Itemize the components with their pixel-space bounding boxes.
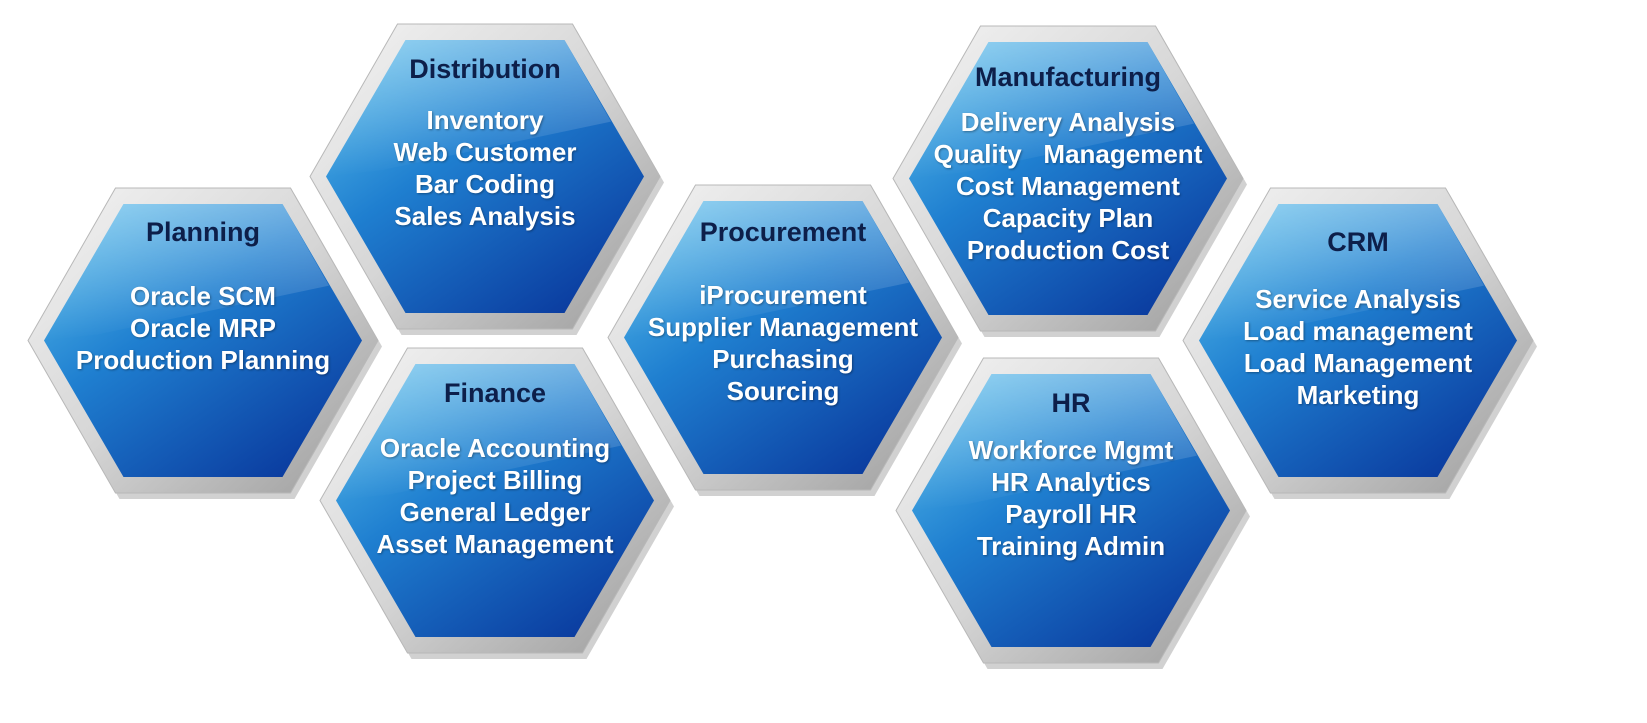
hexagon-shape	[27, 187, 382, 499]
hexagon-item-list: Oracle SCM Oracle MRP Production Planning	[28, 280, 378, 376]
hexagon-title-planning: Planning	[146, 216, 260, 247]
hexagon-item-list: Oracle Accounting Project Billing General …	[320, 432, 670, 560]
hexagon-item: Marketing	[1296, 379, 1420, 410]
hexagon-item: Production Cost	[966, 234, 1170, 265]
hexagon-title-procurement: Procurement	[699, 216, 867, 247]
hexagon-item: Sourcing	[726, 375, 840, 406]
hexagon-text: Procurement iProcurement Supplier Manageme…	[608, 185, 958, 490]
hexagon-item: Purchasing	[712, 343, 854, 374]
hexagon-item: Oracle Accounting	[379, 432, 611, 463]
hexagon-item: Production Planning	[75, 344, 331, 375]
hexagon-shape	[892, 25, 1247, 337]
hexagon-item: Oracle MRP	[130, 312, 276, 343]
hexagon-item: iProcurement	[699, 279, 867, 310]
hexagon-item: Load Management	[1243, 347, 1473, 378]
hexagon-item: Cost Management	[956, 170, 1180, 201]
hexagon-gloss	[909, 41, 1194, 178]
hexagon-item: Payroll HR	[1005, 498, 1137, 529]
hexagon-item-list: Delivery Analysis Quality Management Cost …	[893, 106, 1243, 266]
hexagon-title-distribution: Distribution	[409, 53, 561, 84]
hexagon-manufacturing: Manufacturing Delivery Analysis Quality Ma…	[892, 25, 1247, 337]
hexagon-item-list: Workforce Mgmt HR Analytics Payroll HR Trai…	[896, 434, 1246, 562]
hexagon-item-list: iProcurement Supplier Management Purchasin…	[608, 279, 958, 407]
hexagon-item: Capacity Plan	[982, 202, 1154, 233]
hexagon-title-finance: Finance	[443, 377, 547, 408]
hexagon-item: Supplier Management	[647, 311, 919, 342]
hexagon-text: Finance Oracle Accounting Project Billing G…	[320, 348, 670, 653]
hexagon-item: Sales Analysis	[394, 200, 576, 231]
hexagon-item: Asset Management	[376, 528, 614, 559]
hexagon-distribution: Distribution Inventory Web Customer Bar Cod…	[309, 23, 664, 335]
hexagon-gloss	[44, 203, 329, 340]
hexagon-gloss	[624, 200, 909, 337]
hexagon-shape	[319, 347, 674, 659]
hexagon-item-list: Service Analysis Load management Load Mana…	[1183, 283, 1533, 411]
hexagon-item: Delivery Analysis	[960, 106, 1176, 137]
hexagon-item: Web Customer	[393, 136, 577, 167]
hexagon-item: Quality Management	[933, 138, 1203, 169]
hexagon-item: Load management	[1243, 315, 1473, 346]
hexagon-finance: Finance Oracle Accounting Project Billing G…	[319, 347, 674, 659]
hexagon-title-hr: HR	[1051, 387, 1091, 418]
hexagon-shape	[1182, 187, 1537, 499]
hexagon-item: Project Billing	[407, 464, 583, 495]
hexagon-text: CRM Service Analysis Load management Load M…	[1183, 188, 1533, 493]
hexagon-item: Inventory	[426, 104, 544, 135]
hexagon-item: Service Analysis	[1255, 283, 1461, 314]
hexagon-item: Training Admin	[976, 530, 1166, 561]
hexagon-text: Manufacturing Delivery Analysis Quality Ma…	[893, 26, 1243, 331]
hexagon-item-list: Inventory Web Customer Bar Coding Sales Ana…	[310, 104, 660, 232]
hexagon-text: Planning Oracle SCM Oracle MRP Production P…	[28, 188, 378, 493]
hexagon-title-crm: CRM	[1327, 226, 1389, 257]
hexagon-gloss	[336, 363, 621, 500]
hexagon-title-manufacturing: Manufacturing	[975, 61, 1161, 92]
hexagon-item: Oracle SCM	[130, 280, 276, 311]
hexagon-item: HR Analytics	[991, 466, 1151, 497]
hexagon-procurement: Procurement iProcurement Supplier Manageme…	[607, 184, 962, 496]
hexagon-hr: HR Workforce Mgmt HR Analytics Payroll HR Tr…	[895, 357, 1250, 669]
hexagon-text: HR Workforce Mgmt HR Analytics Payroll HR Tr…	[896, 358, 1246, 663]
hexagon-shape	[309, 23, 664, 335]
hexagon-item: General Ledger	[399, 496, 591, 527]
hexagon-item: Workforce Mgmt	[968, 434, 1174, 465]
hexagon-gloss	[912, 373, 1197, 510]
hexagon-text: Distribution Inventory Web Customer Bar Cod…	[310, 24, 660, 329]
hexagon-crm: CRM Service Analysis Load management Load M…	[1182, 187, 1537, 499]
hexagon-gloss	[326, 39, 611, 176]
hexagon-shape	[607, 184, 962, 496]
hexagon-gloss	[1199, 203, 1484, 340]
hexagon-planning: Planning Oracle SCM Oracle MRP Production P…	[27, 187, 382, 499]
hexagon-shape	[895, 357, 1250, 669]
hexagon-item: Bar Coding	[414, 168, 556, 199]
